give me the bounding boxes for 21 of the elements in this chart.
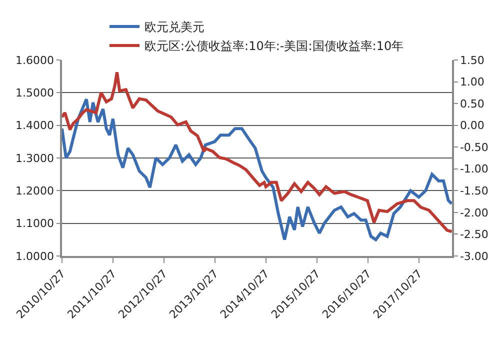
y2-tick-label: -1.00 — [460, 162, 488, 176]
y2-tick-label: 1.50 — [460, 54, 484, 67]
y2-tick-label: -2.50 — [460, 228, 488, 242]
line-series — [62, 98, 452, 242]
y-tick-label: 1.6000 — [16, 54, 54, 67]
legend-label: 欧元兑美元 — [144, 20, 204, 34]
line-series — [62, 70, 452, 234]
y2-tick-label: 1.00 — [460, 76, 484, 89]
legend-label: 欧元区:公债收益率:10年:-美国:国债收益率:10年 — [144, 39, 404, 54]
y2-tick-label: 0.50 — [460, 97, 484, 110]
y2-tick-label: -3.00 — [460, 250, 488, 263]
y-tick-label: 1.2000 — [16, 184, 54, 198]
y-tick-label: 1.0000 — [16, 250, 54, 263]
y2-tick-label: -1.50 — [460, 184, 488, 198]
y2-tick-label: -0.50 — [460, 140, 488, 154]
y-tick-label: 1.5000 — [16, 86, 54, 100]
y-tick-label: 1.3000 — [16, 152, 54, 165]
y-tick-label: 1.4000 — [16, 119, 54, 132]
y2-tick-label: 0.00 — [460, 119, 484, 132]
y2-tick-label: -2.00 — [460, 206, 488, 220]
y-tick-label: 1.1000 — [16, 217, 54, 230]
